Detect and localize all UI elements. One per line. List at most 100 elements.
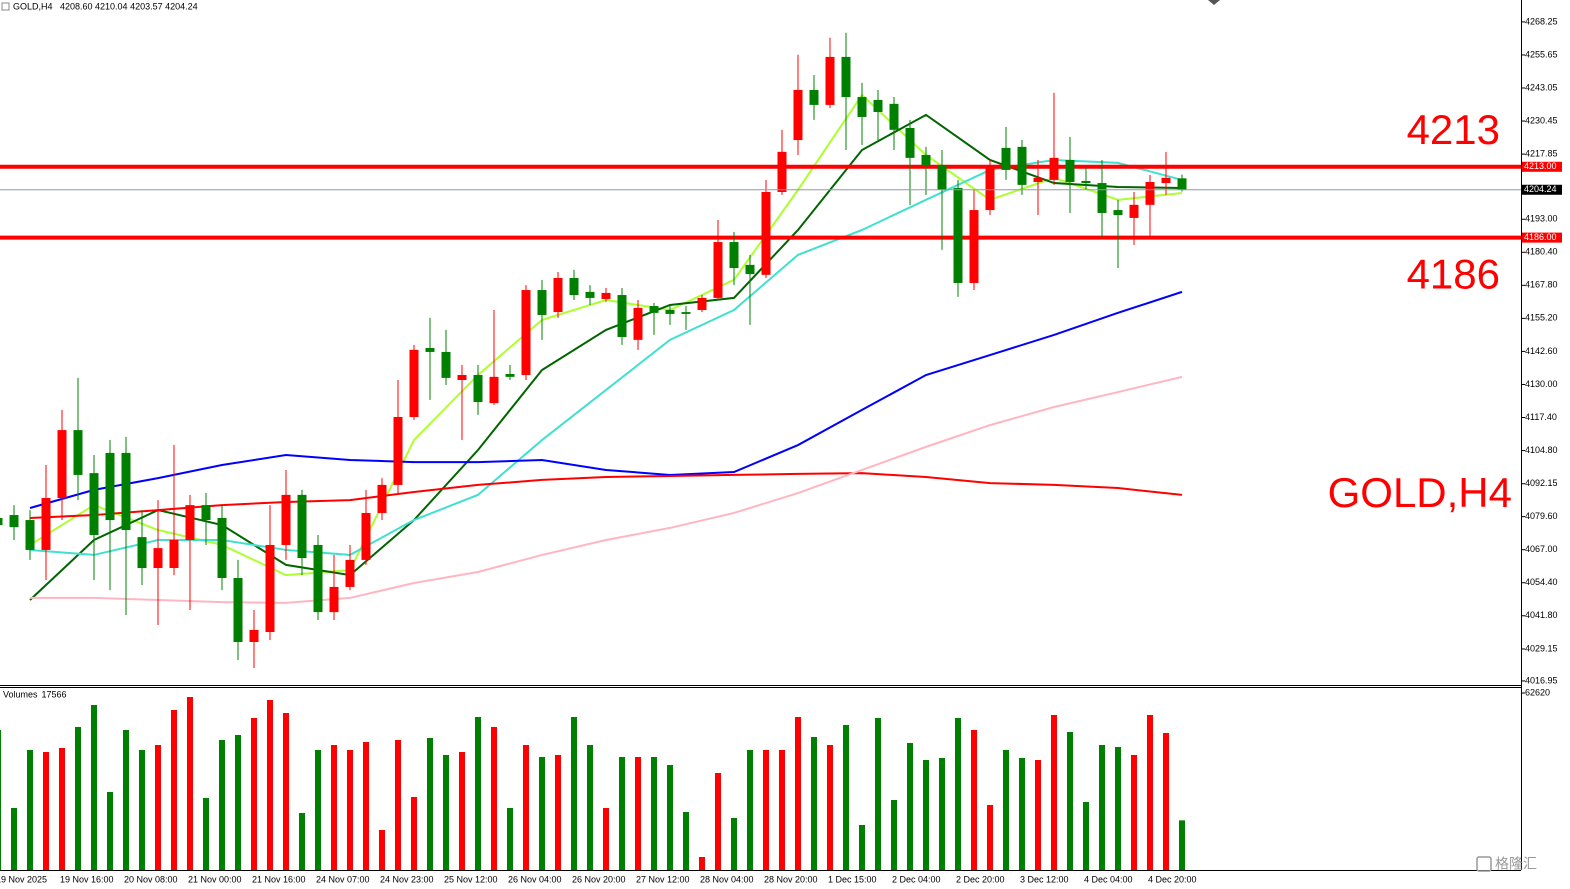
candle-body (1161, 177, 1171, 184)
candle-body (553, 277, 563, 313)
volume-bar (875, 717, 881, 870)
y-tick-label: 4029.15 (1525, 643, 1558, 653)
moving-average (29, 290, 1183, 509)
candle-body (601, 292, 611, 299)
volume-bar (347, 749, 353, 870)
candle-body (345, 559, 355, 587)
candle-body (713, 242, 723, 298)
candle-body (169, 539, 179, 569)
level-tag-label: 4186.00 (1524, 232, 1557, 242)
volume-bar (715, 772, 721, 870)
candle-body (745, 264, 755, 275)
candle-body (633, 307, 643, 340)
candle-body (313, 544, 323, 613)
candle-body (281, 494, 291, 545)
volume-bar (1131, 754, 1137, 870)
x-tick-label: 24 Nov 23:00 (380, 874, 434, 884)
volume-bar (939, 757, 945, 870)
x-tick-label: 21 Nov 00:00 (188, 874, 242, 884)
candle-body (1145, 182, 1155, 205)
moving-average (30, 375, 1183, 604)
level-annotation: 4213 (1407, 106, 1500, 153)
current-price-tag (1522, 184, 1562, 195)
x-tick-label: 19 Nov 2025 (0, 874, 47, 884)
volume-bar (1067, 731, 1073, 870)
annotation: GOLD,H4 (1328, 469, 1512, 516)
volume-bar (795, 716, 801, 870)
volume-bar (203, 797, 209, 870)
candle-body (217, 517, 227, 579)
x-tick-label: 4 Dec 04:00 (1084, 874, 1133, 884)
candle-body (665, 309, 675, 314)
volume-label-value: 17566 (42, 689, 67, 699)
volume-bar (859, 824, 865, 870)
volume-bar (1179, 820, 1185, 870)
x-tick-label: 2 Dec 04:00 (892, 874, 941, 884)
volume-bar (827, 744, 833, 870)
candle-body (9, 515, 19, 528)
candle-body (793, 89, 803, 141)
volume-bar (315, 749, 321, 870)
volume-bar (283, 712, 289, 870)
volume-bar (107, 791, 113, 870)
candle-body (105, 452, 115, 521)
candle-body (57, 430, 67, 499)
y-tick-label: 4079.60 (1525, 511, 1558, 521)
volume-bar (75, 726, 81, 870)
candle-body (617, 295, 627, 337)
candle-body (697, 297, 707, 310)
x-tick-label: 21 Nov 16:00 (252, 874, 306, 884)
candle-body (521, 290, 531, 376)
scroll-marker (1208, 0, 1220, 5)
x-tick-label: 3 Dec 12:00 (1020, 874, 1069, 884)
y-tick-label: 4130.00 (1525, 379, 1558, 389)
volume-bar (955, 717, 961, 870)
volume-bar (0, 729, 1, 870)
y-tick-label: 4217.85 (1525, 148, 1558, 158)
volume-bar (843, 724, 849, 870)
y-tick-label: 4117.40 (1525, 412, 1557, 422)
candle-body (361, 512, 371, 560)
volume-bar (219, 739, 225, 870)
candle-body (1017, 146, 1027, 185)
volume-bar (267, 699, 273, 870)
volume-bar (923, 759, 929, 870)
candle-body (425, 348, 435, 352)
volume-bar (251, 717, 257, 870)
candle-body (777, 151, 787, 192)
volume-bar (619, 756, 625, 870)
candle-body (41, 498, 51, 550)
y-tick-label: 4155.20 (1525, 313, 1558, 323)
level-annotation: 4186 (1407, 251, 1500, 298)
y-tick-label: 4193.00 (1525, 214, 1558, 224)
y-tick-label: 4092.15 (1525, 478, 1558, 488)
candle-body (953, 188, 963, 283)
volume-bar (475, 716, 481, 870)
x-tick-label: 28 Nov 20:00 (764, 874, 818, 884)
volume-bar (491, 726, 497, 870)
candle-body (969, 210, 979, 283)
volume-bar (907, 742, 913, 870)
candle-body (1081, 180, 1091, 184)
candle-body (825, 56, 835, 105)
volume-bar (667, 764, 673, 870)
candle-body (73, 430, 83, 475)
y-tick-label: 4243.05 (1525, 82, 1558, 92)
volume-bar (811, 736, 817, 870)
level-tag (1522, 161, 1562, 172)
candle-body (905, 127, 915, 158)
volume-bar (27, 749, 33, 870)
volume-bar (187, 696, 193, 870)
candle-body (473, 375, 483, 403)
candle-body (809, 89, 819, 105)
volume-bar (1003, 749, 1009, 870)
volume-bar (411, 796, 417, 870)
volume-bar (1019, 757, 1025, 870)
volume-bar (395, 739, 401, 870)
x-tick-label: 2 Dec 20:00 (956, 874, 1005, 884)
candle-body (857, 97, 867, 117)
candle-body (329, 586, 339, 613)
x-tick-label: 26 Nov 20:00 (572, 874, 626, 884)
